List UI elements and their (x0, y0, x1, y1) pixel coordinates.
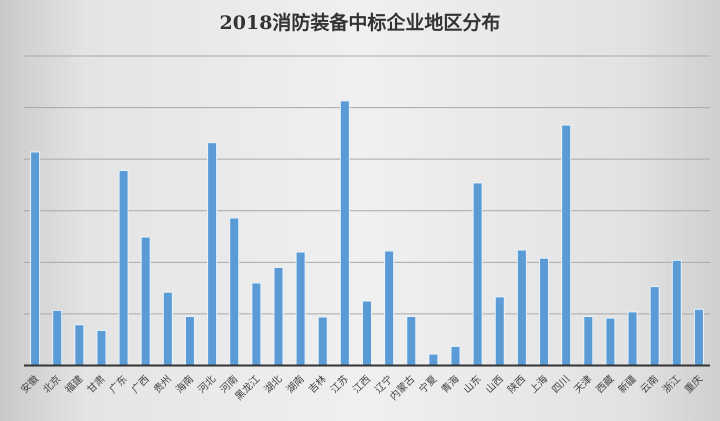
x-tick-label: 四川 (550, 374, 572, 396)
bar (163, 292, 172, 366)
bar (274, 268, 283, 366)
bar (584, 317, 593, 366)
x-tick-label: 宁夏 (416, 372, 439, 395)
bar (606, 318, 615, 366)
x-tick-label: 甘肃 (84, 372, 107, 395)
chart-title: 2018消防装备中标企业地区分布 (219, 12, 501, 34)
x-tick-label: 浙江 (660, 373, 683, 396)
x-tick-label: 新疆 (615, 372, 638, 395)
x-tick-label: 重庆 (682, 372, 705, 395)
bar (562, 125, 571, 366)
bar (363, 301, 371, 366)
x-tick-label: 陕西 (505, 372, 528, 395)
x-tick-label: 吉林 (306, 372, 329, 395)
x-tick-label: 福建 (62, 372, 85, 395)
bar (340, 101, 349, 366)
x-tick-label: 广东 (106, 372, 129, 395)
bar (185, 317, 194, 366)
bar (451, 346, 460, 366)
bar (53, 310, 62, 366)
bar (75, 325, 84, 366)
x-tick-label: 天津 (572, 373, 595, 396)
bar (473, 183, 482, 366)
bar (385, 251, 394, 366)
bar (97, 330, 106, 366)
bar (318, 317, 327, 366)
x-tick-label: 西藏 (594, 373, 617, 396)
bar (694, 309, 703, 366)
x-tick-label: 山东 (460, 372, 483, 395)
bar (628, 312, 637, 366)
bar (495, 297, 504, 366)
x-tick-label: 江西 (350, 373, 373, 396)
bar (252, 283, 261, 366)
x-tick-label: 北京 (40, 372, 63, 395)
x-tick-label: 山西 (483, 373, 506, 396)
bar (540, 258, 549, 366)
bar (517, 250, 526, 366)
x-tick-label: 海南 (173, 372, 196, 395)
bar (650, 287, 659, 366)
bar (119, 171, 128, 366)
x-tick-label: 湖北 (262, 373, 285, 396)
x-tick-label: 河北 (196, 373, 219, 396)
bar (141, 237, 150, 366)
bar (672, 260, 681, 366)
x-tick-label: 湖南 (283, 372, 306, 395)
x-tick-label: 广西 (129, 373, 152, 396)
x-tick-label: 青海 (438, 372, 461, 395)
bar (407, 317, 416, 366)
x-tick-label: 上海 (527, 372, 550, 395)
x-tick-label: 内蒙古 (387, 372, 417, 402)
x-tick-label: 云南 (637, 372, 660, 395)
x-tick-label: 黑龙江 (232, 372, 262, 402)
x-tick-label: 江苏 (328, 372, 351, 395)
bar (31, 152, 40, 366)
bar (208, 143, 217, 366)
bar (296, 252, 305, 366)
x-tick-label: 安徽 (18, 372, 41, 395)
bar (230, 218, 239, 366)
bar (429, 354, 438, 366)
x-tick-label: 贵州 (151, 372, 174, 395)
